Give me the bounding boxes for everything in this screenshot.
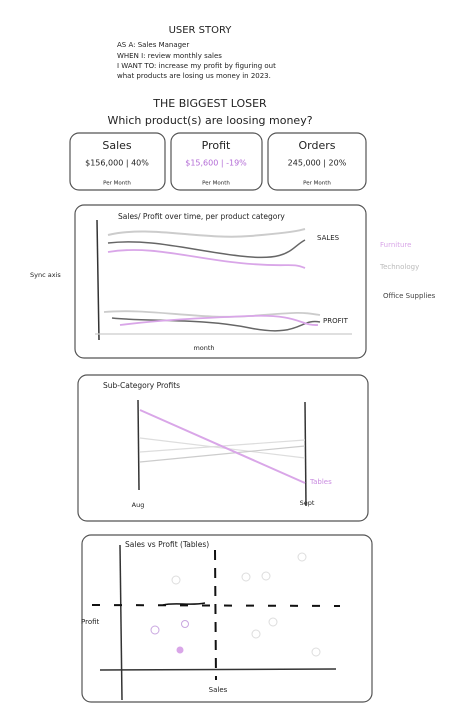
kpi-label: Orders: [299, 139, 336, 152]
panel-title: Sub-Category Profits: [103, 381, 180, 390]
kpi-period: Per Month: [103, 181, 131, 187]
story-line: what products are losing us money in 202…: [117, 72, 271, 80]
panel: [81, 534, 373, 703]
sketch-line: [162, 602, 206, 606]
sketch-line: [107, 228, 306, 238]
kpi-label: Profit: [202, 139, 231, 152]
kpi-period: Per Month: [202, 181, 230, 187]
side-note: Sync axis: [30, 271, 61, 279]
legend-item: Technology: [379, 263, 419, 271]
story-title: USER STORY: [169, 25, 233, 36]
axis: [96, 219, 100, 341]
kpi-period: Per Month: [303, 181, 331, 187]
kpi-card: [69, 132, 166, 191]
dashboard-title: THE BIGGEST LOSER: [152, 97, 267, 110]
kpi-label: Sales: [102, 139, 132, 152]
scatter-points: [150, 552, 321, 657]
panel-title: Sales/ Profit over time, per product cat…: [118, 212, 285, 221]
highlight-label: Tables: [309, 478, 332, 486]
series-label: SALES: [317, 234, 340, 242]
kpi-value: 245,000 | 20%: [288, 159, 347, 168]
panel: [77, 374, 369, 522]
kpi-value: $156,000 | 40%: [85, 159, 149, 168]
x-label: Sept: [300, 499, 315, 507]
x-label: Sales: [209, 686, 228, 694]
kpi-card: [170, 132, 263, 191]
axis: [119, 544, 123, 701]
axis: [99, 668, 337, 671]
legend-item: Furniture: [380, 241, 411, 249]
panel-title: Sales vs Profit (Tables): [125, 540, 209, 549]
axis: [137, 399, 140, 491]
sketch-line: [119, 314, 319, 326]
series-label: PROFIT: [323, 317, 349, 325]
story-line: AS A: Sales Manager: [117, 41, 189, 49]
dashboard-subtitle: Which product(s) are loosing money?: [107, 114, 312, 127]
y-label: Profit: [81, 618, 100, 626]
story-line: I WANT TO: increase my profit by figurin…: [117, 62, 276, 70]
panel: [74, 204, 367, 359]
kpi-value: $15,600 | -19%: [185, 159, 247, 168]
sketch-line: [139, 445, 306, 463]
x-label: month: [193, 344, 214, 352]
reference-line: [214, 549, 217, 681]
sketch-line: [139, 437, 306, 459]
sketch-line: [111, 317, 321, 332]
x-label: Aug: [132, 501, 145, 509]
story-line: WHEN I: review monthly sales: [117, 52, 222, 60]
sketch-line: [107, 249, 306, 269]
sketch-line: [139, 409, 306, 484]
scatter-point: [176, 646, 184, 654]
sketch-line: [103, 310, 321, 318]
legend-item: Office Supplies: [383, 292, 436, 300]
axis: [304, 401, 307, 507]
kpi-card: [267, 132, 367, 191]
sketch-line: [107, 239, 306, 259]
